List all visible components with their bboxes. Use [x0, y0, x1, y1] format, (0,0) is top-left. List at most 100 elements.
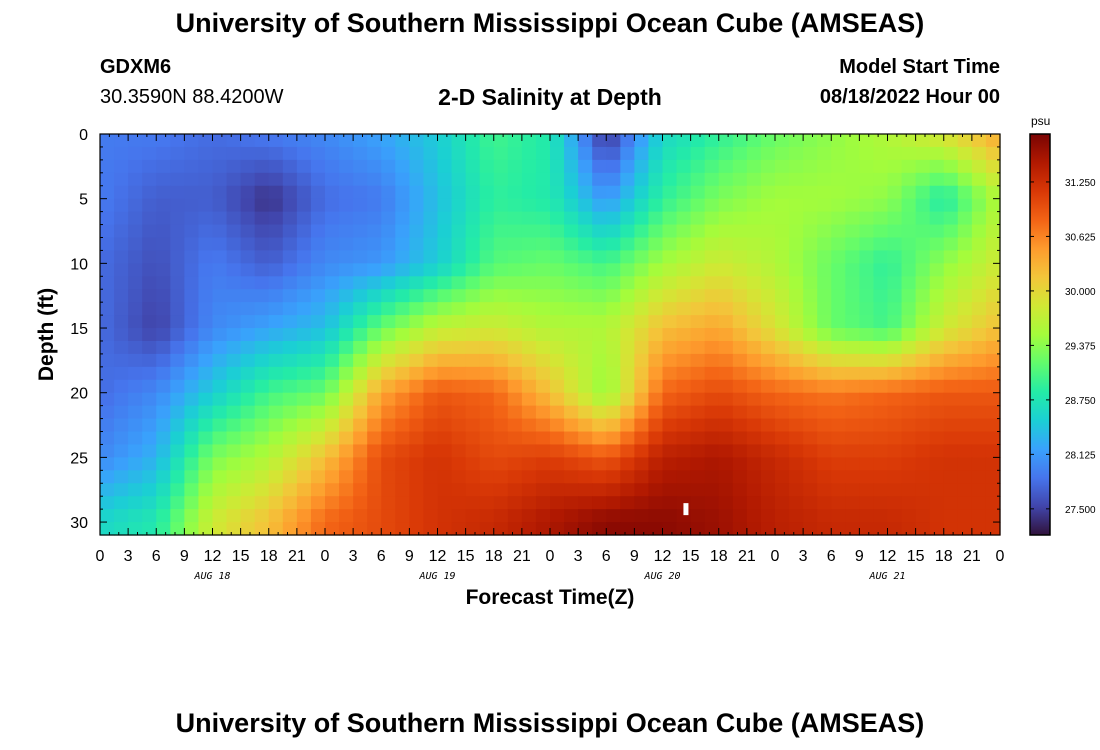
- heatmap-cell: [479, 302, 495, 316]
- heatmap-cell: [465, 237, 481, 252]
- heatmap-cell: [803, 276, 818, 290]
- heatmap-cell: [353, 328, 368, 342]
- heatmap-cell: [170, 431, 185, 446]
- heatmap-cell: [240, 392, 256, 407]
- heatmap-cell: [437, 418, 453, 433]
- heatmap-cell: [817, 289, 832, 303]
- heatmap-cell: [353, 146, 368, 161]
- heatmap-cell: [929, 483, 945, 497]
- heatmap-cell: [339, 431, 354, 446]
- heatmap-cell: [648, 392, 664, 407]
- heatmap-cell: [662, 431, 678, 446]
- heatmap-cell: [718, 444, 734, 458]
- heatmap-cell: [718, 353, 734, 368]
- heatmap-cell: [789, 470, 804, 484]
- heatmap-cell: [507, 483, 523, 497]
- heatmap-cell: [535, 522, 551, 536]
- heatmap-cell: [423, 289, 439, 303]
- heatmap-cell: [550, 457, 565, 471]
- heatmap-cell: [760, 431, 776, 446]
- heatmap-cell: [507, 250, 523, 264]
- heatmap-cell: [789, 198, 804, 213]
- heatmap-cell: [775, 211, 790, 226]
- heatmap-cell: [859, 379, 875, 394]
- heatmap-cell: [142, 392, 157, 407]
- heatmap-cell: [775, 159, 790, 174]
- x-tick-label: 15: [232, 548, 250, 565]
- heatmap-cell: [268, 483, 284, 497]
- heatmap-cell: [465, 379, 481, 394]
- heatmap-cell: [817, 315, 832, 329]
- heatmap-cell: [423, 431, 439, 446]
- heatmap-cell: [212, 146, 228, 161]
- heatmap-cell: [325, 496, 340, 510]
- x-day-label: AUG 21: [868, 571, 905, 582]
- heatmap-cell: [789, 483, 804, 497]
- heatmap-cell: [282, 483, 298, 497]
- heatmap-cell: [395, 328, 410, 342]
- heatmap-cell: [142, 328, 157, 342]
- heatmap-cell: [803, 522, 818, 536]
- heatmap-cell: [226, 185, 242, 200]
- heatmap-cell: [296, 237, 312, 252]
- heatmap-cell: [831, 198, 846, 213]
- heatmap-cell: [578, 353, 593, 368]
- heatmap-cell: [746, 211, 762, 226]
- heatmap-cell: [690, 483, 706, 497]
- heatmap-cell: [479, 522, 495, 536]
- heatmap-cell: [254, 496, 270, 510]
- heatmap-cell: [859, 392, 875, 407]
- heatmap-cell: [310, 509, 326, 523]
- heatmap-cell: [704, 353, 720, 368]
- heatmap-cell: [325, 159, 340, 174]
- heatmap-cell: [254, 302, 270, 316]
- heatmap-cell: [957, 198, 973, 213]
- heatmap-cell: [803, 237, 818, 252]
- heatmap-cell: [592, 328, 607, 342]
- heatmap-cell: [395, 366, 410, 381]
- heatmap-cell: [156, 444, 171, 458]
- heatmap-cell: [887, 198, 903, 213]
- heatmap-cell: [184, 185, 200, 200]
- heatmap-cell: [451, 457, 467, 471]
- heatmap-cell: [957, 483, 973, 497]
- heatmap-cell: [395, 134, 410, 148]
- heatmap-cell: [465, 470, 481, 484]
- heatmap-cell: [704, 366, 720, 381]
- heatmap-cell: [718, 328, 734, 342]
- heatmap-cell: [746, 146, 762, 161]
- heatmap-cell: [128, 444, 143, 458]
- heatmap-cell: [212, 134, 228, 148]
- heatmap-cell: [128, 379, 143, 394]
- heatmap-cell: [325, 340, 340, 355]
- x-tick-label: 21: [963, 548, 981, 565]
- heatmap-cell: [339, 379, 354, 394]
- heatmap-cell: [845, 237, 860, 252]
- heatmap-cell: [479, 134, 495, 148]
- heatmap-cell: [789, 418, 804, 433]
- heatmap-cell: [212, 522, 228, 536]
- heatmap-cell: [465, 522, 481, 536]
- heatmap-cell: [606, 340, 621, 355]
- heatmap-cell: [985, 340, 1001, 355]
- heatmap-cell: [423, 470, 439, 484]
- heatmap-cell: [507, 340, 523, 355]
- heatmap-cell: [831, 392, 846, 407]
- heatmap-cell: [535, 302, 551, 316]
- heatmap-cell: [479, 289, 495, 303]
- heatmap-cell: [507, 289, 523, 303]
- heatmap-cell: [423, 134, 439, 148]
- heatmap-cell: [240, 289, 256, 303]
- heatmap-cell: [521, 172, 537, 187]
- heatmap-cell: [775, 496, 790, 510]
- heatmap-cell: [226, 366, 242, 381]
- heatmap-cell: [268, 172, 284, 187]
- heatmap-cell: [887, 509, 903, 523]
- heatmap-cell: [550, 496, 565, 510]
- heatmap-cell: [887, 405, 903, 420]
- heatmap-cell: [676, 457, 692, 471]
- heatmap-cell: [971, 237, 987, 252]
- heatmap-cell: [367, 470, 382, 484]
- heatmap-cell: [310, 457, 326, 471]
- heatmap-cell: [353, 315, 368, 329]
